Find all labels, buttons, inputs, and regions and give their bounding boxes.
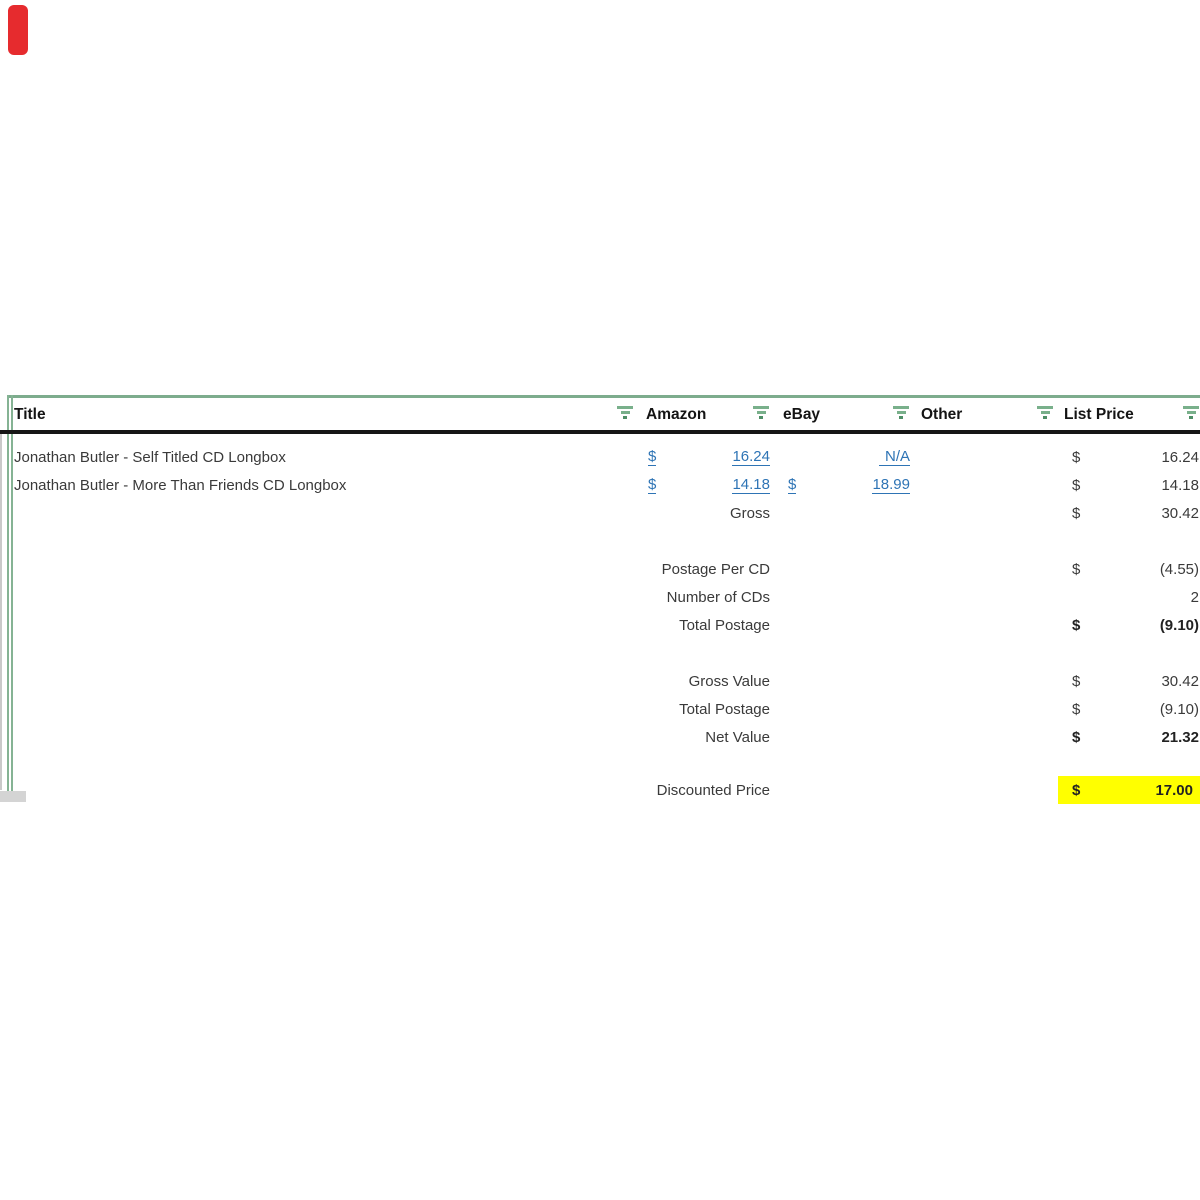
cell-amazon-currency-row1[interactable]: $ (648, 443, 657, 471)
cell-ebay-value-row2[interactable]: 18.99 (800, 471, 910, 499)
cell-label-postage-per-cd[interactable]: Postage Per CD (661, 560, 770, 578)
cell-list-currency-total-postage-2[interactable]: $ (1072, 700, 1081, 718)
cell-label-number-of-cds[interactable]: Number of CDs (666, 588, 770, 606)
cell-label-gross[interactable]: Gross (729, 504, 770, 522)
cell-list-currency-row1[interactable]: $ (1072, 448, 1081, 466)
table-top-border (7, 395, 1200, 398)
cell-list-currency-net-value[interactable]: $ (1072, 728, 1081, 746)
discounted-price-currency: $ (1072, 781, 1081, 799)
ebay-link-currency[interactable]: $ (788, 475, 797, 495)
cell-label-total-postage[interactable]: Total Postage (679, 616, 770, 634)
cell-label-gross-value[interactable]: Gross Value (688, 672, 770, 690)
cell-amazon-value-row1[interactable]: 16.24 (660, 443, 770, 471)
amazon-link-value[interactable]: 16.24 (732, 447, 770, 467)
row-gutter-line (0, 434, 2, 790)
ebay-link-na[interactable]: N/A (878, 448, 910, 467)
table-left-border-inner (11, 395, 13, 791)
cell-list-value-row2[interactable]: 14.18 (1161, 476, 1199, 494)
cell-title-row1[interactable]: Jonathan Butler - Self Titled CD Longbox (14, 448, 286, 466)
cell-list-value-gross[interactable]: 30.42 (1161, 504, 1199, 522)
amazon-link-currency[interactable]: $ (648, 447, 657, 467)
cell-label-total-postage-2[interactable]: Total Postage (679, 700, 770, 718)
filter-icon-ebay[interactable] (893, 406, 909, 419)
cell-list-currency-gross-value[interactable]: $ (1072, 672, 1081, 690)
filter-icon-amazon[interactable] (753, 406, 769, 419)
cell-list-value-total-postage-2[interactable]: (9.10) (1159, 700, 1199, 718)
column-header-amazon[interactable]: Amazon (646, 405, 707, 423)
cell-list-currency-postage-per-cd[interactable]: $ (1072, 560, 1081, 578)
cell-ebay-value-row1[interactable]: N/A (800, 443, 910, 471)
column-header-other[interactable]: Other (921, 405, 963, 423)
cell-label-net-value[interactable]: Net Value (705, 728, 770, 746)
ebay-link-value[interactable]: 18.99 (872, 475, 910, 495)
cell-label-discounted-price[interactable]: Discounted Price (656, 781, 770, 799)
cell-amazon-value-row2[interactable]: 14.18 (660, 471, 770, 499)
filter-icon-title[interactable] (617, 406, 633, 419)
cell-list-currency-total-postage[interactable]: $ (1072, 616, 1081, 634)
row-gutter-end (0, 791, 26, 802)
cell-list-currency-row2[interactable]: $ (1072, 476, 1081, 494)
cell-amazon-currency-row2[interactable]: $ (648, 471, 657, 499)
filter-icon-other[interactable] (1037, 406, 1053, 419)
discounted-price-value: 17.00 (1155, 781, 1193, 799)
cell-list-currency-gross[interactable]: $ (1072, 504, 1081, 522)
cell-list-value-number-of-cds[interactable]: 2 (1190, 588, 1199, 606)
cell-list-value-net-value[interactable]: 21.32 (1161, 728, 1199, 746)
cell-title-row2[interactable]: Jonathan Butler - More Than Friends CD L… (14, 476, 347, 494)
cell-list-value-row1[interactable]: 16.24 (1161, 448, 1199, 466)
column-header-title[interactable]: Title (14, 405, 46, 423)
table-left-border-outer (7, 395, 9, 791)
cell-list-value-total-postage[interactable]: (9.10) (1159, 616, 1199, 634)
recording-indicator-bar (8, 5, 28, 55)
column-header-list-price[interactable]: List Price (1064, 405, 1134, 423)
header-bottom-border (0, 430, 1200, 434)
column-header-ebay[interactable]: eBay (783, 405, 821, 423)
cell-list-value-gross-value[interactable]: 30.42 (1161, 672, 1199, 690)
filter-icon-list-price[interactable] (1183, 406, 1199, 419)
cell-ebay-currency-row2[interactable]: $ (788, 471, 797, 499)
amazon-link-value[interactable]: 14.18 (732, 475, 770, 495)
amazon-link-currency[interactable]: $ (648, 475, 657, 495)
cell-discounted-price-highlight[interactable]: $ 17.00 (1058, 776, 1200, 804)
cell-list-value-postage-per-cd[interactable]: (4.55) (1159, 560, 1199, 578)
